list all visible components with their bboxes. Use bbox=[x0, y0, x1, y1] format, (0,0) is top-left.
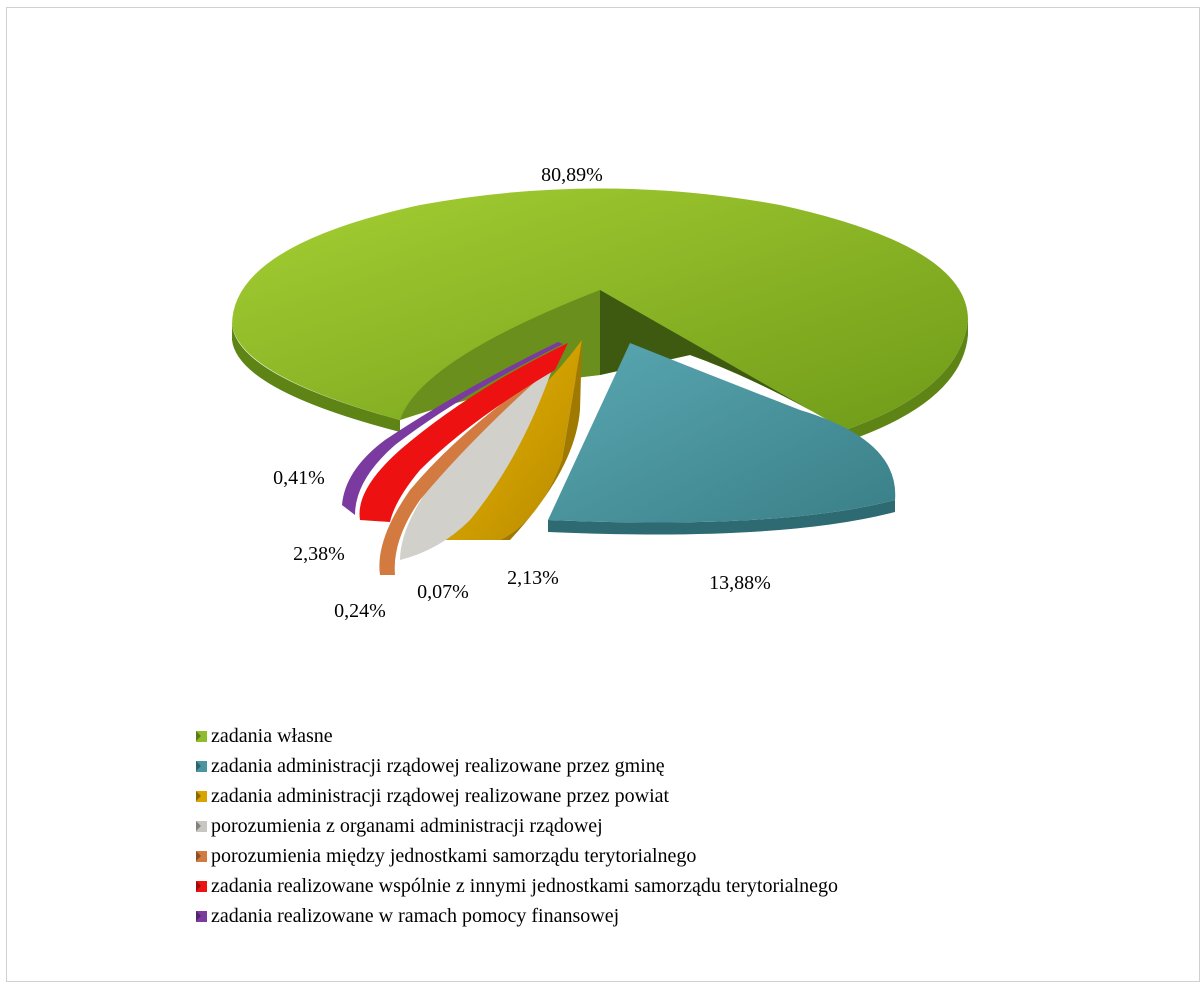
legend-swatch bbox=[196, 760, 207, 772]
legend-item: zadania własne bbox=[196, 721, 838, 751]
legend-label: porozumienia z organami administracji rz… bbox=[211, 815, 603, 837]
legend-item: porozumienia z organami administracji rz… bbox=[196, 811, 838, 841]
legend-label: zadania własne bbox=[211, 725, 333, 747]
legend-item: zadania administracji rządowej realizowa… bbox=[196, 751, 838, 781]
legend-label: zadania realizowane w ramach pomocy fina… bbox=[211, 905, 620, 927]
legend-label: zadania administracji rządowej realizowa… bbox=[211, 755, 665, 777]
slice-porozumienia-organy bbox=[400, 367, 553, 560]
legend-swatch bbox=[196, 820, 207, 832]
legend-swatch bbox=[196, 910, 207, 922]
slice-zadania-wlasne-side-right bbox=[845, 320, 968, 442]
legend-label: porozumienia między jednostkami samorząd… bbox=[211, 845, 697, 867]
slice-gmina bbox=[548, 343, 896, 523]
slice-zadania-wlasne-inner-left bbox=[400, 290, 600, 420]
slice-zadania-wlasne-inner-right bbox=[600, 290, 845, 430]
label-powiat: 2,13% bbox=[507, 567, 559, 589]
label-zadania-wlasne: 80,89% bbox=[541, 164, 603, 186]
legend-item: zadania administracji rządowej realizowa… bbox=[196, 781, 838, 811]
legend-swatch bbox=[196, 880, 207, 892]
legend-swatch bbox=[196, 850, 207, 862]
label-pomoc: 0,41% bbox=[273, 467, 325, 489]
slice-powiat-side bbox=[500, 340, 582, 540]
legend: zadania własne zadania administracji rzą… bbox=[196, 721, 838, 931]
legend-item: zadania realizowane w ramach pomocy fina… bbox=[196, 901, 838, 931]
pie-chart: 80,89% 13,88% 2,13% 0,07% 0,24% 2,38% 0,… bbox=[232, 164, 968, 622]
legend-label: zadania realizowane wspólnie z innymi je… bbox=[211, 875, 839, 897]
label-porozumienia-jst: 0,24% bbox=[334, 600, 386, 622]
legend-swatch bbox=[196, 790, 207, 802]
slice-gmina-side bbox=[548, 500, 895, 535]
slice-zadania-wlasne-side bbox=[232, 325, 400, 432]
label-porozumienia-organy: 0,07% bbox=[417, 581, 469, 603]
slice-wspolnie bbox=[359, 343, 568, 522]
label-wspolnie: 2,38% bbox=[293, 543, 345, 565]
legend-swatch bbox=[196, 730, 207, 742]
legend-label: zadania administracji rządowej realizowa… bbox=[211, 785, 670, 807]
label-gmina: 13,88% bbox=[709, 572, 771, 594]
legend-item: porozumienia między jednostkami samorząd… bbox=[196, 841, 838, 871]
legend-item: zadania realizowane wspólnie z innymi je… bbox=[196, 871, 838, 901]
